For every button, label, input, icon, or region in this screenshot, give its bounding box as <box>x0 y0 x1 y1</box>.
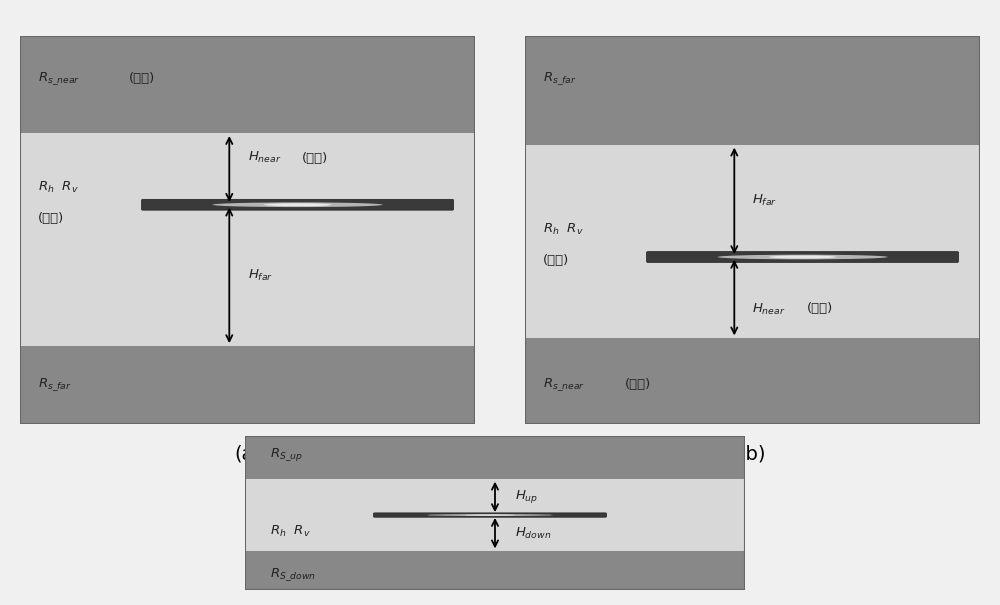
Bar <box>245 551 745 590</box>
Bar <box>20 346 475 423</box>
Ellipse shape <box>769 255 837 258</box>
Text: $R_{s\_far}$: $R_{s\_far}$ <box>38 376 72 393</box>
Text: $H_{far}$: $H_{far}$ <box>248 268 273 283</box>
Bar <box>245 436 745 479</box>
Text: (a): (a) <box>234 445 261 464</box>
Text: $R_{S\_down}$: $R_{S\_down}$ <box>270 566 316 583</box>
Ellipse shape <box>427 514 553 516</box>
FancyBboxPatch shape <box>141 199 454 210</box>
FancyBboxPatch shape <box>374 513 606 517</box>
Text: (已知): (已知) <box>625 378 651 391</box>
Text: $H_{far}$: $H_{far}$ <box>753 194 778 208</box>
Bar <box>245 479 745 551</box>
Text: (已知): (已知) <box>302 152 328 165</box>
Ellipse shape <box>465 514 515 515</box>
Bar <box>20 36 475 133</box>
Ellipse shape <box>212 203 383 207</box>
Text: $H_{near}$: $H_{near}$ <box>753 301 786 316</box>
Bar <box>525 36 980 145</box>
Text: $R_h$  $R_v$: $R_h$ $R_v$ <box>543 223 584 237</box>
FancyBboxPatch shape <box>646 252 959 263</box>
Bar <box>525 338 980 424</box>
Text: (已知): (已知) <box>38 212 64 225</box>
Text: $R_{s\_far}$: $R_{s\_far}$ <box>543 71 577 87</box>
Text: $R_{s\_near}$: $R_{s\_near}$ <box>38 71 80 87</box>
Ellipse shape <box>717 255 888 260</box>
Text: $H_{down}$: $H_{down}$ <box>515 526 551 541</box>
Bar <box>525 145 980 338</box>
Text: $R_h$  $R_v$: $R_h$ $R_v$ <box>38 180 79 195</box>
Text: $H_{near}$: $H_{near}$ <box>248 150 281 165</box>
Text: $R_{s\_near}$: $R_{s\_near}$ <box>543 376 585 393</box>
Ellipse shape <box>264 203 332 206</box>
Text: $H_{up}$: $H_{up}$ <box>515 488 538 505</box>
Text: (已知): (已知) <box>543 254 569 267</box>
Text: (已知): (已知) <box>807 301 833 315</box>
Bar <box>20 133 475 346</box>
Text: (b): (b) <box>739 445 766 464</box>
Text: $R_{S\_up}$: $R_{S\_up}$ <box>270 446 303 463</box>
Text: (已知): (已知) <box>129 73 155 85</box>
Text: $R_h$  $R_v$: $R_h$ $R_v$ <box>270 524 311 539</box>
